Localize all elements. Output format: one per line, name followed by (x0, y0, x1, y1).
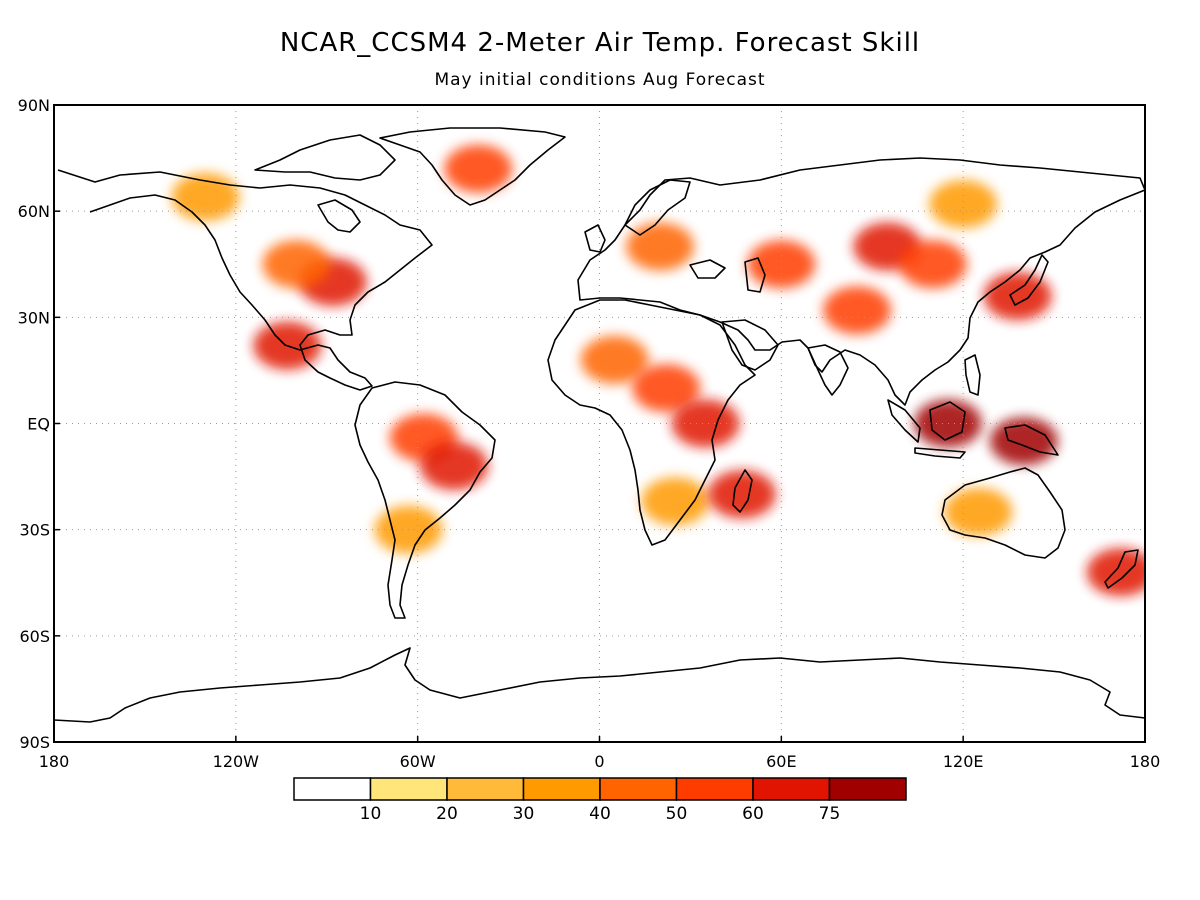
skill-region (898, 240, 967, 289)
coastline-arctic-islands (254, 134, 396, 181)
coastlines (54, 127, 1145, 723)
coastline-antarctica (54, 647, 1145, 723)
coastline-africa (547, 299, 756, 546)
coastline-north-america (57, 169, 433, 391)
colorbar-label: 10 (360, 804, 382, 824)
colorbar-swatch (522, 777, 601, 801)
coastline-borneo (929, 401, 966, 441)
lon-tick-label: 120W (213, 752, 260, 771)
skill-region (707, 470, 776, 519)
colorbar-swatch (599, 777, 678, 801)
lon-tick-label: 120E (943, 752, 984, 771)
coastline-madagascar (732, 469, 753, 513)
coastline-arabia (721, 319, 779, 371)
colorbar-swatch (828, 777, 907, 801)
lat-tick-label: EQ (27, 415, 50, 434)
colorbar-label: 75 (819, 804, 841, 824)
coastline-hudson-bay (317, 199, 361, 233)
lat-tick-label: 90S (19, 733, 50, 752)
lat-tick-label: 90N (18, 96, 50, 115)
map-subtitle: May initial conditions Aug Forecast (434, 70, 766, 90)
skill-region (944, 487, 1013, 536)
coastline-caspian-sea (744, 257, 766, 293)
latitude-tick-labels: 90N 60N 30N EQ 30S 60S 90S (18, 96, 60, 752)
colorbar-swatch (293, 777, 372, 801)
lon-tick-label: 180 (39, 752, 70, 771)
coastline-java (914, 447, 966, 459)
coastline-new-guinea (1004, 424, 1059, 456)
coastline-new-zealand (1104, 549, 1139, 589)
coastline-black-sea (689, 259, 726, 279)
skill-region (929, 180, 998, 229)
longitude-tick-labels: 180 120W 60W 0 60E 120E 180 (39, 736, 1161, 771)
lat-tick-label: 30S (19, 521, 50, 540)
lat-tick-label: 60S (19, 627, 50, 646)
skill-region (989, 417, 1058, 466)
colorbar-label: 30 (513, 804, 535, 824)
colorbar-swatch (752, 777, 831, 801)
skill-region (671, 399, 740, 448)
map-title: NCAR_CCSM4 2-Meter Air Temp. Forecast Sk… (279, 28, 921, 58)
coastline-greenland (379, 127, 566, 206)
coastline-philippines (964, 354, 981, 396)
coastline-south-america (354, 381, 496, 619)
skill-region (626, 222, 695, 271)
skill-region (641, 477, 710, 526)
coastline-sumatra (887, 399, 921, 443)
skill-region (632, 364, 701, 413)
skill-region (420, 441, 489, 490)
skill-region (747, 240, 816, 289)
lon-tick-label: 0 (594, 752, 604, 771)
lat-tick-label: 60N (18, 202, 50, 221)
skill-region (823, 286, 892, 335)
colorbar: 10 20 30 40 50 60 75 (293, 777, 907, 824)
lat-tick-label: 30N (18, 308, 50, 327)
skill-region (1086, 548, 1145, 597)
skill-region (262, 240, 331, 289)
coastline-scandinavia (624, 179, 691, 236)
colorbar-label: 40 (589, 804, 611, 824)
colorbar-swatch (369, 777, 448, 801)
colorbar-label: 20 (436, 804, 458, 824)
lon-tick-label: 60E (766, 752, 796, 771)
lon-tick-label: 180 (1130, 752, 1161, 771)
coastline-japan (1009, 254, 1049, 306)
skill-region (580, 335, 649, 384)
colorbar-swatch (675, 777, 754, 801)
colorbar-label: 50 (666, 804, 688, 824)
skill-region (444, 144, 513, 193)
coastline-india (807, 344, 849, 396)
colorbar-swatch (446, 777, 525, 801)
coastline-australia (941, 467, 1066, 559)
coastline-eurasia (577, 157, 1145, 406)
lon-tick-label: 60W (400, 752, 436, 771)
coastline-british-isles (584, 224, 606, 253)
colorbar-label: 60 (742, 804, 764, 824)
